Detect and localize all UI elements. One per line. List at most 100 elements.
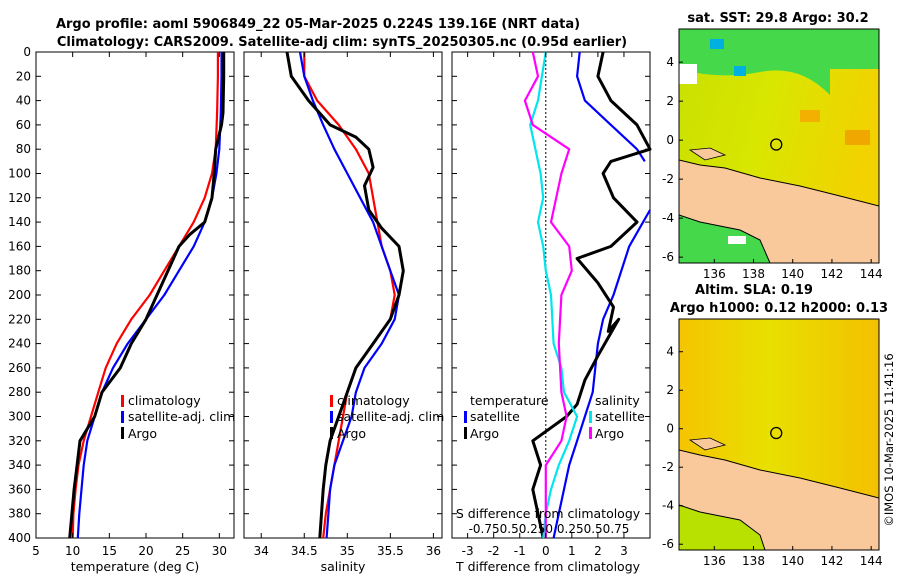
temperature-ytick-label: 340 bbox=[8, 458, 31, 472]
temperature-ytick-label: 20 bbox=[16, 69, 31, 83]
legend-label-argo: Argo bbox=[128, 426, 157, 441]
sst-cool-band bbox=[679, 29, 879, 69]
temperature-ytick-label: 140 bbox=[8, 215, 31, 229]
salinity-axes-frame bbox=[243, 51, 443, 539]
temperature-ytick-label: 160 bbox=[8, 239, 31, 253]
difference-xtick-label: 3 bbox=[620, 544, 628, 558]
difference-xtick-label: 0 bbox=[542, 544, 550, 558]
temperature-xtick-label: 10 bbox=[65, 544, 80, 558]
temperature-ytick-label: 200 bbox=[8, 288, 31, 302]
sst-argo-marker bbox=[770, 138, 783, 151]
temperature-ytick-label: 400 bbox=[8, 531, 31, 545]
sla-argo-marker bbox=[770, 426, 783, 440]
temperature-ytick-label: 300 bbox=[8, 410, 31, 424]
difference-panel: -3 -2 -1 0 1 2 3 -0.750.50.250 0.250.50.75 T d… bbox=[451, 51, 652, 574]
legend-swatch-t-satellite bbox=[464, 411, 467, 423]
salinity-xlabel: salinity bbox=[321, 559, 366, 574]
temperature-ytick-label: 320 bbox=[8, 434, 31, 448]
legend-swatch-s-satellite bbox=[589, 411, 592, 423]
legend-label-s-satellite: satellite bbox=[595, 409, 645, 424]
difference-xtick-label: -2 bbox=[488, 544, 500, 558]
sst_map-xtick-label: 138 bbox=[742, 267, 765, 281]
temperature-ytick-label: 280 bbox=[8, 385, 31, 399]
temperature-xtick-label: 25 bbox=[175, 544, 190, 558]
sst-map-frame bbox=[678, 28, 880, 264]
difference-series-t-satellite bbox=[575, 51, 646, 162]
difference-xlabel: T difference from climatology bbox=[455, 559, 641, 574]
legend-swatch-argo bbox=[330, 427, 333, 439]
legend-label-argo: Argo bbox=[337, 426, 366, 441]
difference-xtick-label: 2 bbox=[594, 544, 602, 558]
temperature-ytick-label: 0 bbox=[23, 45, 31, 59]
sst_map-ytick-label: -6 bbox=[662, 250, 674, 264]
sla_map-ytick-label: 2 bbox=[666, 383, 674, 397]
salinity-legend: climatology satellite-adj. clim Argo bbox=[330, 393, 444, 441]
legend-swatch-climatology bbox=[121, 395, 124, 407]
sla-land-island bbox=[688, 437, 727, 451]
difference-series-s-argo bbox=[523, 51, 573, 538]
legend-label-satellite: satellite-adj. clim bbox=[128, 409, 235, 424]
sla_map-ytick-label: -4 bbox=[662, 499, 674, 513]
sst-missing-patch bbox=[728, 236, 746, 244]
sst_map-xtick-label: 144 bbox=[860, 267, 883, 281]
temperature-panel: 5 10 15 20 25 30 0 20 40 60 80 100 120 140 160 180 200 2… bbox=[8, 45, 235, 574]
salinity-panel: 34 34.5 35 35.5 36 salinity climatology sate… bbox=[243, 51, 444, 574]
temperature-ytick-label: 220 bbox=[8, 312, 31, 326]
difference-xtick-label: -1 bbox=[514, 544, 526, 558]
temperature-ytick-label: 180 bbox=[8, 264, 31, 278]
sst-patch-cyan bbox=[710, 39, 724, 49]
sst-patch-cyan bbox=[734, 66, 746, 76]
sst-map-title: sat. SST: 29.8 Argo: 30.2 bbox=[687, 11, 868, 26]
salinity-xtick-label: 35.5 bbox=[377, 544, 404, 558]
temperature-ytick-label: 40 bbox=[16, 94, 31, 108]
sst-map-panel: sat. SST: 29.8 Argo: 30.2 136 138 140 142 14… bbox=[662, 11, 883, 281]
sla-map-title-line1: Altim. SLA: 0.19 bbox=[695, 283, 813, 298]
legend-label-satellite: satellite-adj. clim bbox=[337, 409, 444, 424]
legend-label-t-satellite: satellite bbox=[470, 409, 520, 424]
legend-label-s-argo: Argo bbox=[595, 426, 624, 441]
sst_map-xtick-label: 142 bbox=[820, 267, 843, 281]
difference-series-s-satellite bbox=[529, 51, 579, 539]
salinity-series-argo bbox=[285, 51, 405, 539]
legend-label-climatology: climatology bbox=[337, 393, 410, 408]
sst_map-xtick-label: 140 bbox=[781, 267, 804, 281]
sla_map-xtick-label: 138 bbox=[742, 554, 765, 568]
sst_map-ytick-label: 2 bbox=[666, 94, 674, 108]
temperature-xlabel: temperature (deg C) bbox=[71, 559, 200, 574]
sst_map-ytick-label: -2 bbox=[662, 172, 674, 186]
temperature-xtick-label: 15 bbox=[102, 544, 117, 558]
temperature-ytick-label: 100 bbox=[8, 167, 31, 181]
sst-land-south-coast bbox=[679, 214, 771, 263]
temperature-ytick-label: 80 bbox=[16, 142, 31, 156]
temperature-legend: climatology satellite-adj. clim Argo bbox=[121, 393, 235, 441]
temperature-ytick-label: 380 bbox=[8, 507, 31, 521]
salinity-xtick-label: 35 bbox=[340, 544, 355, 558]
sla_map-xtick-label: 136 bbox=[703, 554, 726, 568]
difference-xtick-label: -3 bbox=[462, 544, 474, 558]
legend-label-t-argo: Argo bbox=[470, 426, 499, 441]
difference-legend: temperature salinity satellite Argo sate… bbox=[464, 393, 645, 441]
salinity-xtick-label: 36 bbox=[426, 544, 441, 558]
legend-swatch-climatology bbox=[330, 395, 333, 407]
difference-xtick-label: 1 bbox=[568, 544, 576, 558]
sla_map-xtick-label: 144 bbox=[860, 554, 883, 568]
title-line1: Argo profile: aoml 5906849_22 05-Mar-202… bbox=[56, 17, 580, 32]
temperature-axes-frame bbox=[35, 51, 235, 539]
temperature-series-satellite-adj-clim bbox=[76, 52, 223, 539]
salinity-xtick-label: 34 bbox=[254, 544, 269, 558]
sst_map-ytick-label: -4 bbox=[662, 211, 674, 225]
temperature-series-argo bbox=[68, 52, 226, 539]
sst-patch-warm bbox=[845, 130, 870, 145]
temperature-xtick-label: 20 bbox=[138, 544, 153, 558]
legend-swatch-satellite bbox=[121, 411, 124, 423]
sla-map-frame bbox=[678, 318, 880, 551]
difference-top-xlabel: S difference from climatology bbox=[456, 506, 641, 521]
sst_map-ytick-label: 0 bbox=[666, 133, 674, 147]
sla-map-panel: Altim. SLA: 0.19 Argo h1000: 0.12 h2000:… bbox=[662, 283, 888, 568]
temperature-ytick-label: 260 bbox=[8, 361, 31, 375]
sla_map-ytick-label: 4 bbox=[666, 345, 674, 359]
sla_map-ytick-label: 0 bbox=[666, 422, 674, 436]
sla_map-xtick-label: 142 bbox=[820, 554, 843, 568]
legend-title-temperature: temperature bbox=[470, 393, 549, 408]
sla-land-south-coast bbox=[679, 504, 766, 550]
